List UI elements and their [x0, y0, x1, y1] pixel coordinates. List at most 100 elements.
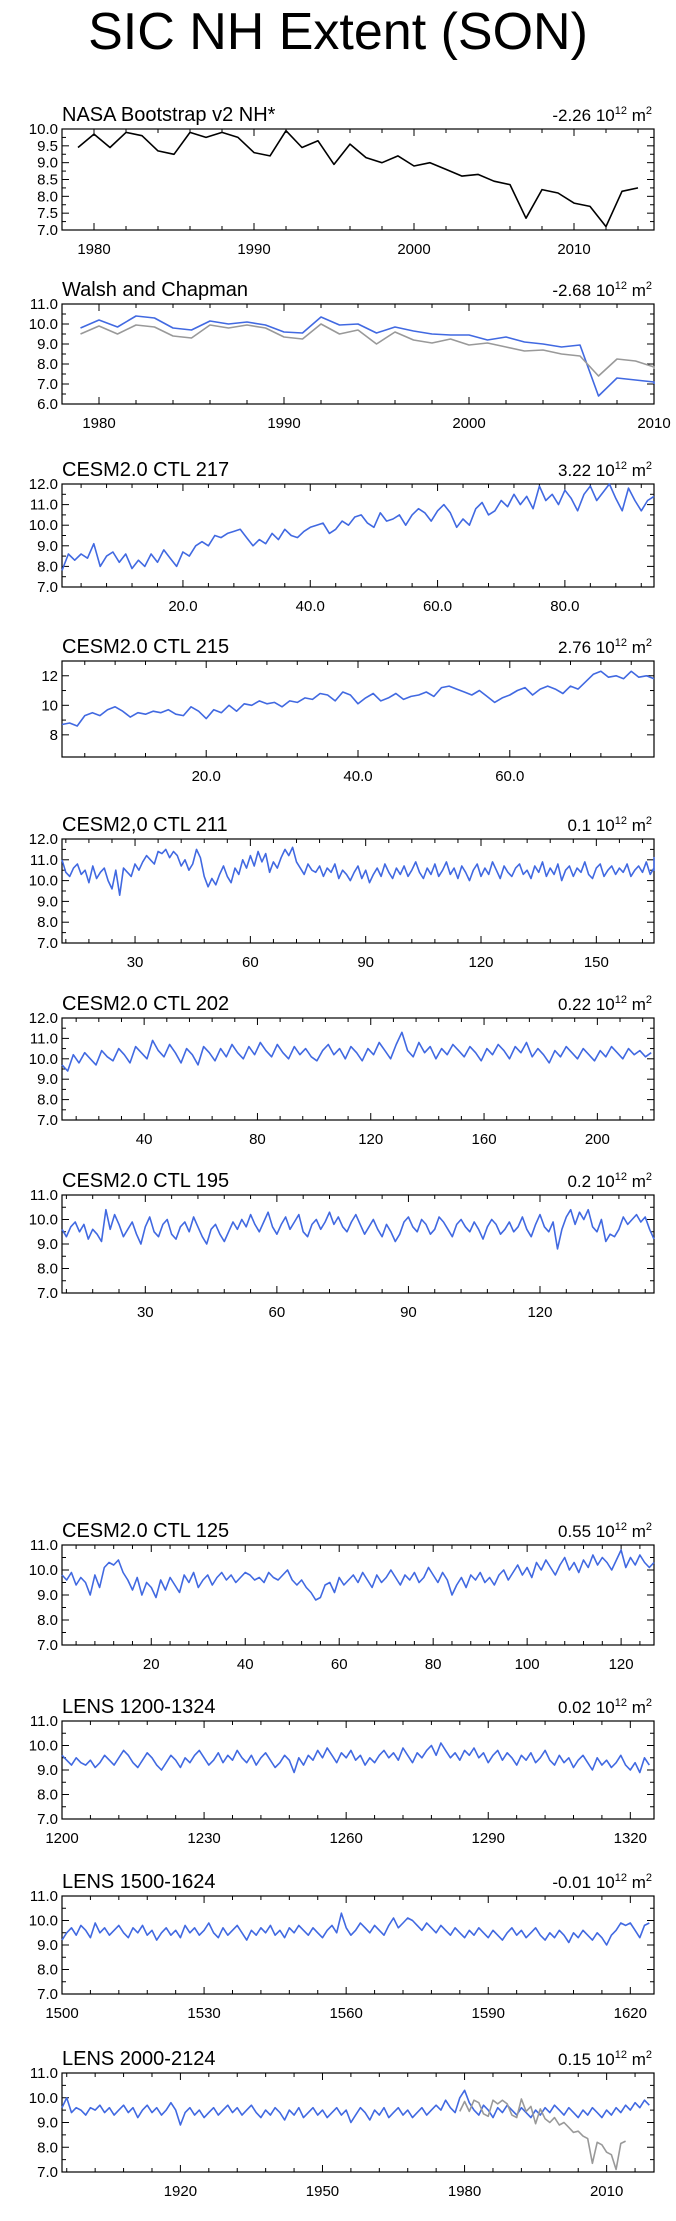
y-tick-label: 8.0: [37, 1787, 58, 1804]
panel-title: LENS 2000-2124: [62, 2048, 215, 2070]
y-tick-label: 9.0: [37, 893, 58, 910]
series-line: [77, 129, 639, 228]
x-tick-label: 1530: [187, 2005, 220, 2022]
panel-9: LENS 1200-1324 0.02 1012 m2 7.0 8.0 9.0 10.0 1…: [29, 1696, 655, 1847]
x-tick-label: 1200: [45, 1830, 78, 1847]
panel-4: CESM2.0 CTL 215 2.76 1012 m2 8 10 12 20.0 40.0…: [41, 636, 655, 785]
x-tick-label: 1990: [237, 241, 270, 258]
x-tick-label: 60.0: [423, 598, 452, 615]
panel-10: LENS 1500-1624 -0.01 1012 m2 7.0 8.0 9.0 10.0…: [29, 1871, 655, 2022]
x-tick-label: 1620: [614, 2005, 647, 2022]
y-tick-label: 8.0: [37, 1261, 58, 1278]
trend-label: 2.76 1012 m2: [558, 637, 652, 657]
y-tick-label: 9.5: [37, 138, 58, 155]
panel-title: Walsh and Chapman: [62, 279, 248, 301]
trend-label: -0.01 1012 m2: [552, 1872, 652, 1892]
x-tick-label: 80: [249, 1131, 266, 1148]
x-tick-label: 20.0: [168, 598, 197, 615]
y-tick-label: 7.5: [37, 205, 58, 222]
x-tick-label: 1500: [45, 2005, 78, 2022]
series-line: [80, 315, 655, 397]
y-tick-label: 11.0: [30, 852, 58, 869]
y-tick-label: 12.0: [29, 476, 58, 493]
panel-title: CESM2.0 CTL 217: [62, 459, 229, 481]
x-tick-label: 20: [143, 1656, 160, 1673]
y-tick-label: 8.0: [37, 1092, 58, 1109]
y-tick-label: 12.0: [29, 1010, 58, 1027]
y-tick-label: 11.0: [30, 296, 58, 313]
series-line: [61, 1742, 650, 1774]
x-tick-label: 2000: [397, 241, 430, 258]
series-line: [80, 323, 655, 377]
x-tick-label: 1260: [329, 1830, 362, 1847]
series-line: [61, 1549, 655, 1601]
x-tick-label: 80.0: [550, 598, 579, 615]
y-tick-label: 10.0: [29, 1913, 58, 1930]
x-tick-label: 80: [425, 1656, 442, 1673]
x-tick-label: 1920: [164, 2183, 197, 2200]
x-tick-label: 160: [472, 1131, 497, 1148]
trend-label: 3.22 1012 m2: [558, 460, 652, 480]
y-tick-label: 11.0: [30, 1187, 58, 1204]
x-tick-label: 40: [237, 1656, 254, 1673]
y-tick-label: 7.0: [37, 222, 58, 239]
plot-frame: [61, 660, 655, 758]
y-tick-label: 8.0: [37, 356, 58, 373]
series-line: [61, 2089, 650, 2126]
y-tick-label: 9.0: [37, 155, 58, 172]
series-line: [61, 483, 655, 571]
plot-frame: [61, 838, 655, 944]
x-tick-label: 120: [468, 954, 493, 971]
trend-label: 0.1 1012 m2: [567, 815, 652, 835]
y-tick-label: 10.0: [29, 1738, 58, 1755]
x-tick-label: 120: [358, 1131, 383, 1148]
y-tick-label: 9.0: [37, 538, 58, 555]
figure-title: SIC NH Extent (SON): [88, 3, 588, 61]
y-tick-label: 9.0: [37, 2115, 58, 2132]
y-tick-label: 7.0: [37, 935, 58, 952]
panel-title: CESM2.0 CTL 195: [62, 1170, 229, 1192]
y-tick-label: 10.0: [29, 316, 58, 333]
x-tick-label: 2010: [557, 241, 590, 258]
series-line: [61, 1208, 655, 1250]
y-tick-label: 10.0: [29, 2090, 58, 2107]
y-tick-label: 10.0: [29, 873, 58, 890]
y-tick-label: 8.0: [37, 914, 58, 931]
y-tick-label: 7.0: [37, 1637, 58, 1654]
x-tick-label: 1320: [614, 1830, 647, 1847]
series-line: [459, 2098, 626, 2171]
x-tick-label: 2000: [452, 415, 485, 432]
x-tick-label: 60: [242, 954, 259, 971]
plot-frame: [61, 1194, 655, 1294]
x-tick-label: 1290: [472, 1830, 505, 1847]
series-line: [61, 1031, 652, 1072]
panel-5: CESM2,0 CTL 211 0.1 1012 m2 7.0 8.0 9.0 10.0 1…: [29, 814, 655, 971]
trend-label: -2.68 1012 m2: [552, 280, 652, 300]
trend-label: 0.02 1012 m2: [558, 1697, 652, 1717]
y-tick-label: 7.0: [37, 1112, 58, 1129]
trend-label: 0.22 1012 m2: [558, 994, 652, 1014]
y-tick-label: 8.0: [37, 2139, 58, 2156]
x-tick-label: 30: [137, 1304, 154, 1321]
plot-frame: [61, 483, 655, 588]
y-tick-label: 11.0: [30, 1888, 58, 1905]
panel-title: CESM2,0 CTL 211: [62, 814, 228, 836]
y-tick-label: 10.0: [29, 517, 58, 534]
panel-title: NASA Bootstrap v2 NH*: [62, 104, 276, 126]
x-tick-label: 1560: [329, 2005, 362, 2022]
x-tick-label: 60: [269, 1304, 286, 1321]
x-tick-label: 2010: [637, 415, 670, 432]
x-tick-label: 40.0: [296, 598, 325, 615]
y-tick-label: 8.5: [37, 172, 58, 189]
x-tick-label: 1980: [77, 241, 110, 258]
y-tick-label: 12.0: [29, 831, 58, 848]
series-line: [61, 670, 655, 727]
y-tick-label: 11.0: [30, 1030, 58, 1047]
panel-11: LENS 2000-2124 0.15 1012 m2 7.0 8.0 9.0 10.0 1…: [29, 2048, 655, 2200]
x-tick-label: 1230: [187, 1830, 220, 1847]
x-tick-label: 40: [136, 1131, 153, 1148]
panel-title: CESM2.0 CTL 125: [62, 1520, 229, 1542]
x-tick-label: 200: [585, 1131, 610, 1148]
panel-7: CESM2.0 CTL 195 0.2 1012 m2 7.0 8.0 9.0 10.0 1…: [29, 1170, 655, 1321]
y-tick-label: 10.0: [29, 1051, 58, 1068]
